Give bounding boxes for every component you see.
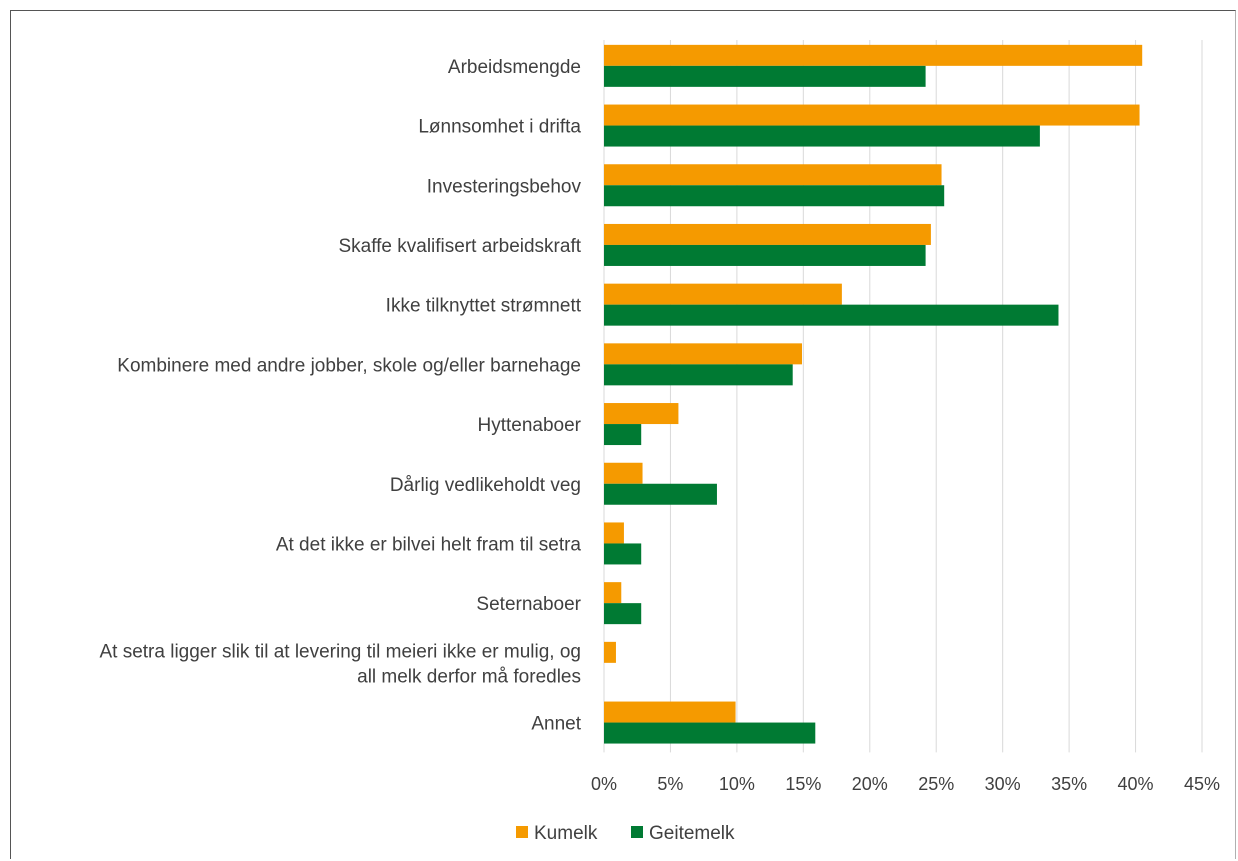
x-tick-label: 10% — [719, 774, 755, 794]
category-label: Dårlig vedlikeholdt veg — [390, 475, 581, 496]
legend-label-kumelk: Kumelk — [534, 823, 598, 844]
bar-kumelk — [604, 104, 1140, 126]
bar-kumelk — [604, 701, 736, 723]
x-tick-label: 35% — [1051, 774, 1087, 794]
legend-label-geitemelk: Geitemelk — [649, 823, 735, 844]
x-tick-label: 15% — [785, 774, 821, 794]
category-label: Kombinere med andre jobber, skole og/ell… — [117, 355, 581, 376]
bar-kumelk — [604, 44, 1143, 66]
bar-kumelk — [604, 283, 842, 305]
bar-kumelk — [604, 343, 803, 365]
category-label: Hyttenaboer — [477, 415, 581, 436]
bar-kumelk — [604, 582, 622, 604]
category-label: At det ikke er bilvei helt fram til setr… — [276, 534, 582, 555]
legend-swatch-kumelk — [516, 826, 528, 838]
bar-geitemelk — [604, 65, 926, 87]
bar-geitemelk — [604, 185, 945, 207]
category-label: Seternaboer — [476, 594, 581, 615]
bar-geitemelk — [604, 722, 816, 744]
category-label: all melk derfor må foredles — [357, 666, 581, 687]
bar-kumelk — [604, 164, 942, 186]
x-tick-label: 40% — [1118, 774, 1154, 794]
bar-geitemelk — [604, 424, 642, 446]
x-tick-label: 0% — [591, 774, 617, 794]
bar-geitemelk — [604, 543, 642, 565]
x-tick-label: 30% — [985, 774, 1021, 794]
bar-kumelk — [604, 522, 624, 544]
category-label: Ikke tilknyttet strømnett — [386, 296, 582, 317]
bar-kumelk — [604, 223, 931, 245]
bar-geitemelk — [604, 603, 642, 625]
x-tick-label: 45% — [1184, 774, 1220, 794]
category-label: Lønnsomhet i drifta — [418, 117, 581, 138]
bar-geitemelk — [604, 364, 793, 386]
bar-kumelk — [604, 641, 616, 663]
category-label: Arbeidsmengde — [448, 57, 581, 78]
category-label: Investeringsbehov — [427, 176, 582, 197]
bar-geitemelk — [604, 483, 717, 505]
x-tick-label: 25% — [918, 774, 954, 794]
category-label: Annet — [531, 714, 581, 735]
legend-swatch-geitemelk — [631, 826, 643, 838]
category-label: Skaffe kvalifisert arbeidskraft — [338, 236, 581, 257]
bar-kumelk — [604, 403, 679, 425]
bar-geitemelk — [604, 304, 1059, 326]
x-tick-label: 20% — [852, 774, 888, 794]
category-label: At setra ligger slik til at levering til… — [99, 641, 581, 662]
bar-kumelk — [604, 462, 643, 484]
bar-geitemelk — [604, 244, 926, 266]
bar-geitemelk — [604, 125, 1040, 147]
x-tick-label: 5% — [657, 774, 683, 794]
